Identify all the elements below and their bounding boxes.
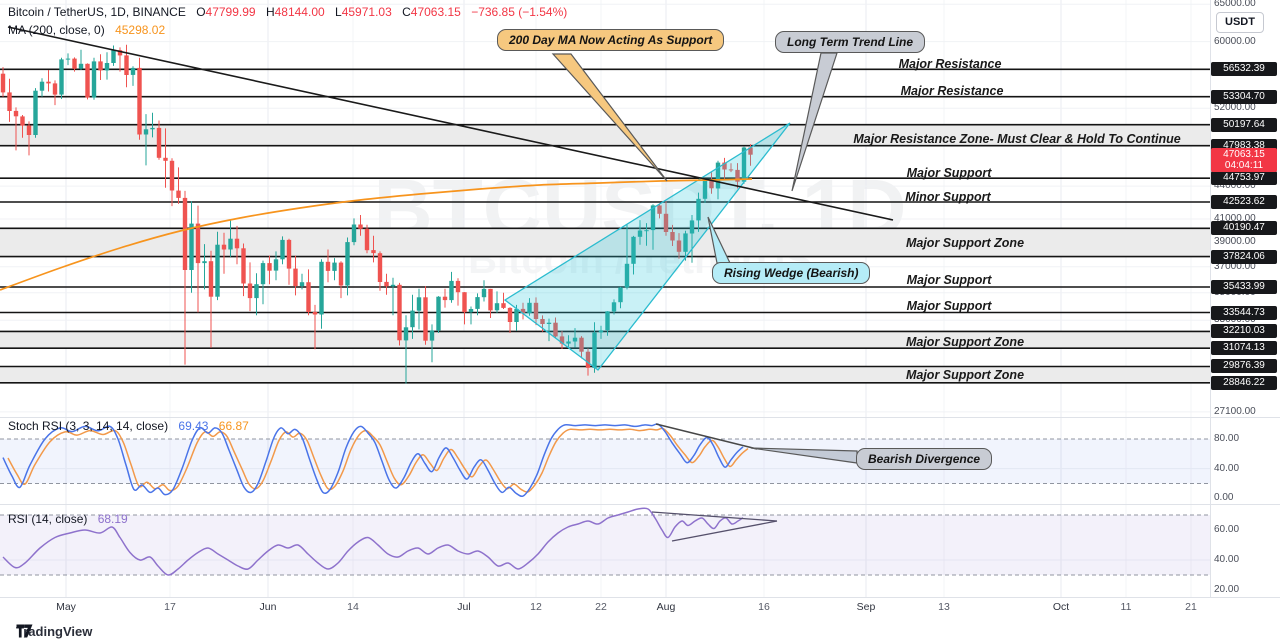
- stoch-d-line[interactable]: [7, 427, 749, 493]
- sr-zone[interactable]: [0, 228, 1210, 257]
- ma-200-line[interactable]: [0, 178, 753, 291]
- callout-pointer: [551, 53, 668, 182]
- callout-pointer: [791, 52, 838, 192]
- rsi-line[interactable]: [2, 507, 744, 576]
- stoch-divergence-trendline[interactable]: [655, 423, 758, 450]
- rising-wedge-shape[interactable]: [503, 122, 791, 371]
- sr-zone[interactable]: [0, 331, 1210, 349]
- sr-zone[interactable]: [0, 366, 1210, 383]
- rsi-divergence-trendline[interactable]: [671, 520, 778, 542]
- stoch-k-line[interactable]: [2, 423, 744, 498]
- sr-zone[interactable]: [0, 124, 1210, 146]
- rsi-divergence-trendline[interactable]: [651, 511, 778, 522]
- long-term-trend-line[interactable]: [7, 26, 894, 221]
